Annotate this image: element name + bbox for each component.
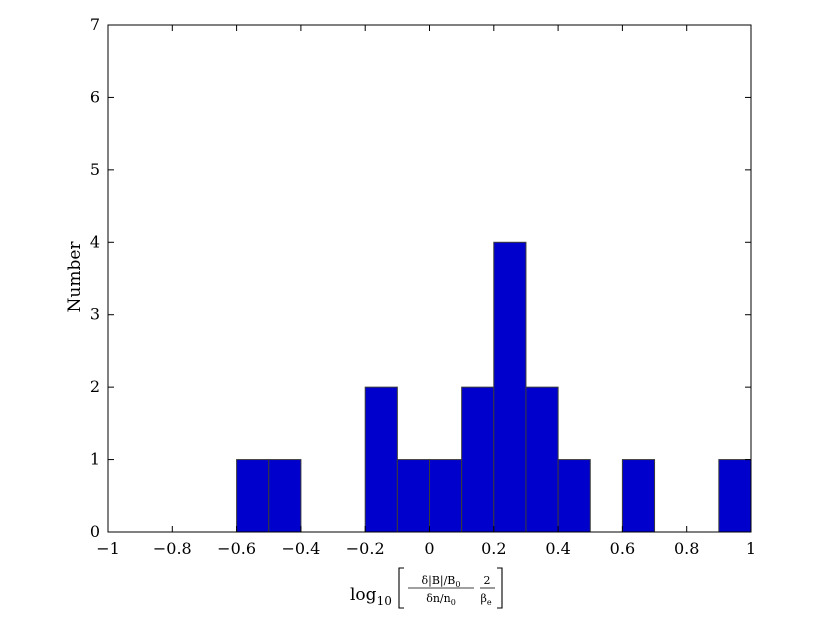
y-tick-label: 0 (90, 522, 100, 541)
x-label-log-base: 10 (377, 594, 392, 608)
svg-text:δ|B|/B0: δ|B|/B0 (421, 574, 460, 589)
svg-text:βe: βe (480, 592, 491, 607)
histogram-bar (557, 459, 591, 533)
histogram-bar (525, 386, 559, 533)
x-label-denominator: δn/n (426, 592, 451, 605)
histogram-bar (268, 459, 302, 533)
x-tick-label: −0.6 (217, 539, 256, 558)
y-tick-label: 4 (90, 232, 100, 251)
x-label-factor-num: 2 (484, 574, 491, 587)
ticks-layer (107, 24, 752, 533)
x-tick-label: 0.6 (610, 539, 635, 558)
bars-layer (236, 241, 752, 533)
left-bracket (398, 567, 404, 609)
y-tick-label: 3 (90, 305, 100, 324)
x-axis-label: log10 δ|B|/B0 δn/n0 2 βe (350, 567, 503, 609)
histogram-bar (621, 459, 656, 533)
plot-frame (107, 24, 752, 533)
x-tick-label: −0.4 (281, 539, 320, 558)
histogram-bar (493, 241, 527, 533)
x-tick-label: 0 (424, 539, 434, 558)
histogram-bar (364, 386, 398, 533)
y-tick-labels: 0 1 2 3 4 5 6 7 (90, 15, 100, 541)
x-tick-label: 1 (746, 539, 756, 558)
svg-text:δn/n0: δn/n0 (426, 592, 456, 607)
y-tick-label: 6 (90, 87, 100, 106)
histogram-bar (236, 459, 270, 533)
y-tick-label: 2 (90, 377, 100, 396)
x-label-numerator: δ|B|/B (421, 574, 455, 588)
histogram-bar (718, 459, 752, 533)
right-bracket (497, 567, 503, 609)
x-tick-label: 0.2 (481, 539, 506, 558)
histogram-bar (429, 459, 463, 533)
x-tick-labels: −1 −0.8 −0.6 −0.4 −0.2 0 0.2 0.4 0.6 0.8 1 (96, 539, 756, 558)
y-tick-label: 5 (90, 160, 100, 179)
x-tick-label: 0.4 (545, 539, 570, 558)
x-tick-label: 0.8 (674, 539, 699, 558)
histogram-bar (461, 386, 495, 533)
y-axis-label: Number (65, 241, 85, 313)
x-label-factor-den: β (480, 592, 486, 605)
svg-text:log10: log10 (350, 585, 392, 608)
x-tick-label: −1 (96, 539, 120, 558)
y-tick-label: 1 (90, 450, 100, 469)
x-tick-label: −0.8 (153, 539, 192, 558)
x-tick-label: −0.2 (346, 539, 385, 558)
histogram-bar (396, 459, 431, 533)
x-label-log: log (350, 585, 377, 605)
y-tick-label: 7 (90, 15, 100, 34)
